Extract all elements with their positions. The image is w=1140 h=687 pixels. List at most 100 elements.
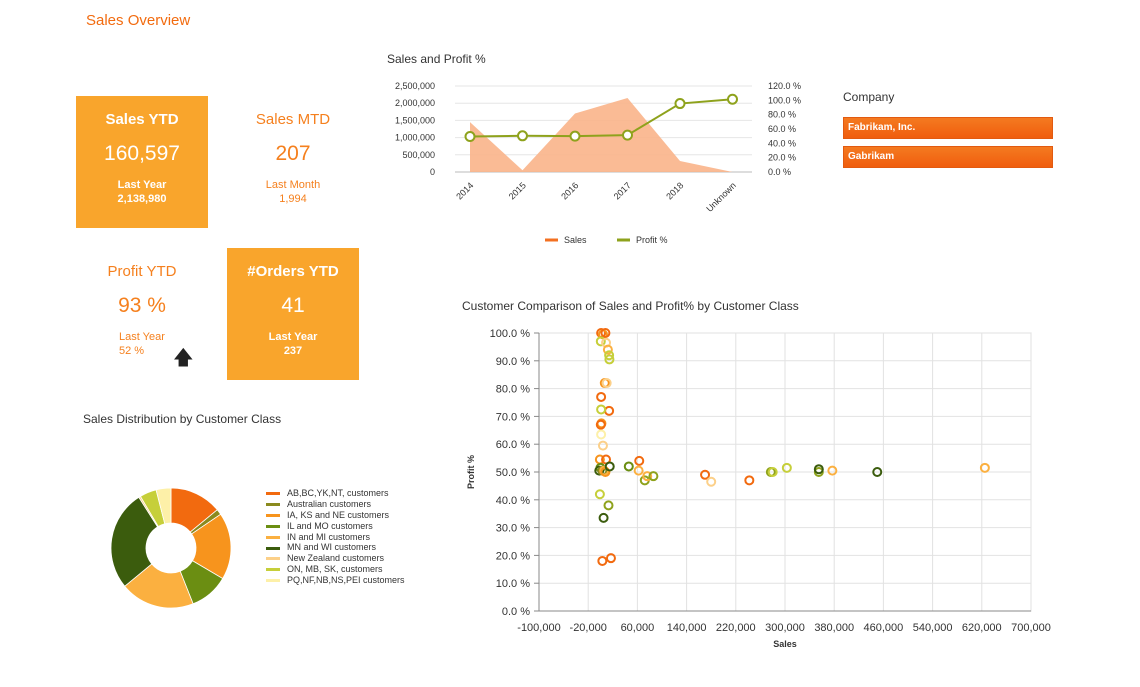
y-left-tick-label: 500,000 (402, 150, 435, 160)
kpi-value: 93 % (118, 294, 166, 317)
kpi-compare-value: 52 % (119, 345, 145, 357)
scatter-point (605, 553, 616, 564)
sales-distribution-title: Sales Distribution by Customer Class (83, 412, 282, 426)
y-right-tick-label: 120.0 % (768, 81, 801, 91)
legend-swatch (266, 492, 280, 496)
profit-point (464, 131, 476, 143)
legend-label: ON, MB, SK, customers (287, 564, 383, 575)
customer-comparison-title: Customer Comparison of Sales and Profit%… (462, 299, 799, 313)
scatter-point (700, 469, 711, 480)
customer-comparison-scatter: -100,000 -20,000 60,000 140,000 220,000 300,0… (466, 328, 1051, 649)
sales-profit-chart-title: Sales and Profit % (387, 52, 486, 66)
y-tick-label: 40.0 % (496, 495, 530, 507)
legend-swatch (266, 524, 280, 528)
y-left-tick-label: 2,000,000 (395, 98, 435, 108)
kpi-value: 207 (275, 142, 311, 165)
scatter-point (827, 465, 838, 476)
legend-item: PQ,NF,NB,NS,PEI customers (266, 575, 405, 586)
kpi-sales-mtd[interactable]: Sales MTD 207 Last Month 1,994 (227, 96, 359, 228)
y-tick-label: 10.0 % (496, 578, 530, 590)
legend-label: MN and WI customers (287, 542, 377, 553)
x-tick-label: 620,000 (962, 622, 1002, 634)
profit-point (674, 98, 686, 110)
kpi-profit-ytd[interactable]: Profit YTD 93 % Last Year 52 % (76, 248, 208, 380)
kpi-value: 41 (281, 294, 305, 317)
scatter-point (781, 462, 792, 473)
kpi-value: 160,597 (104, 142, 180, 165)
scatter-point (597, 555, 608, 566)
scatter-point (872, 467, 883, 477)
y-left-tick-label: 1,500,000 (395, 115, 435, 125)
legend-swatch (266, 568, 280, 572)
y-tick-label: 100.0 % (490, 328, 531, 340)
y-left-tick-label: 2,500,000 (395, 81, 435, 91)
x-tick-label: 700,000 (1011, 622, 1051, 634)
legend-item: IN and MI customers (266, 532, 405, 543)
profit-point (622, 129, 633, 141)
legend-label: PQ,NF,NB,NS,PEI customers (287, 575, 405, 586)
scatter-point (604, 354, 615, 365)
kpi-orders-ytd[interactable]: #Orders YTD 41 Last Year 237 (227, 248, 359, 380)
legend-swatch (266, 546, 280, 550)
scatter-point (813, 464, 824, 475)
legend-item: MN and WI customers (266, 542, 405, 553)
profit-point (727, 93, 738, 105)
scatter-point (604, 350, 615, 361)
legend-label: Profit % (636, 235, 668, 245)
scatter-point (648, 471, 659, 482)
legend-label: Australian customers (287, 498, 372, 509)
x-tick-label: Unknown (704, 180, 738, 214)
x-tick-label: -100,000 (517, 622, 560, 634)
kpi-sales-ytd[interactable]: Sales YTD 160,597 Last Year 2,138,980 (76, 96, 208, 228)
y-left-tick-label: 1,000,000 (395, 133, 435, 143)
scatter-point (598, 512, 609, 523)
page-title: Sales Overview (86, 12, 191, 29)
x-tick-label: 2014 (454, 180, 475, 201)
y-right-tick-label: 80.0 % (768, 110, 796, 120)
y-right-tick-label: 0.0 % (768, 167, 791, 177)
scatter-point (595, 336, 606, 347)
company-option-gabrikam[interactable]: Gabrikam (843, 146, 1053, 168)
scatter-point (596, 391, 607, 402)
y-tick-label: 50.0 % (496, 467, 530, 479)
x-tick-label: 380,000 (814, 622, 854, 634)
scatter-point (597, 440, 608, 451)
kpi-compare-label: Last Year (119, 331, 165, 343)
donut-slice (155, 487, 172, 525)
legend-item: Australian customers (266, 499, 405, 510)
donut-legend: AB,BC,YK,NT, customers Australian custome… (266, 488, 405, 586)
x-tick-label: 220,000 (716, 622, 756, 634)
legend-item: ON, MB, SK, customers (266, 564, 405, 575)
kpi-title: Sales YTD (105, 111, 179, 128)
scatter-point (604, 461, 615, 472)
x-tick-label: -20,000 (570, 622, 607, 634)
y-right-tick-label: 40.0 % (768, 138, 796, 148)
scatter-point (979, 462, 990, 473)
y-right-tick-label: 20.0 % (768, 153, 796, 163)
donut-slice (110, 496, 159, 587)
kpi-compare-label: Last Year (268, 331, 318, 343)
legend-item: IL and MO customers (266, 521, 405, 532)
legend-label: IN and MI customers (287, 531, 371, 542)
x-tick-label: 2018 (664, 180, 685, 201)
kpi-compare-value: 1,994 (279, 193, 307, 205)
x-axis-label: Sales (773, 639, 797, 649)
legend-swatch (266, 513, 280, 517)
scatter-point (633, 465, 644, 476)
scatter-point (594, 465, 605, 476)
y-tick-label: 60.0 % (496, 439, 530, 451)
x-tick-label: 460,000 (864, 622, 904, 634)
kpi-title: Sales MTD (255, 111, 331, 128)
legend-swatch (266, 503, 280, 507)
scatter-point (767, 467, 778, 477)
sales-distribution-donut (110, 487, 232, 609)
scatter-point (603, 500, 614, 511)
scatter-point (602, 344, 613, 355)
kpi-compare-label: Last Month (265, 179, 321, 191)
kpi-compare-value: 2,138,980 (117, 193, 167, 205)
y-tick-label: 0.0 % (502, 606, 530, 618)
x-tick-label: 60,000 (621, 622, 655, 634)
y-tick-label: 90.0 % (496, 356, 530, 368)
company-option-fabrikam[interactable]: Fabrikam, Inc. (843, 117, 1053, 139)
scatter-point (706, 476, 717, 487)
